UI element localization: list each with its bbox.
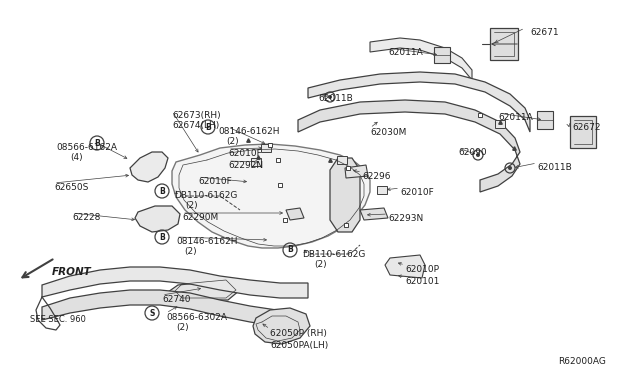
Polygon shape — [490, 28, 518, 60]
Polygon shape — [168, 280, 240, 300]
Text: 08146-6162H: 08146-6162H — [176, 237, 237, 246]
Bar — [495, 120, 505, 128]
Text: FRONT: FRONT — [52, 267, 92, 277]
Polygon shape — [253, 308, 310, 344]
Text: R62000AG: R62000AG — [558, 357, 606, 366]
Text: 62050PA(LH): 62050PA(LH) — [270, 341, 328, 350]
Bar — [261, 144, 271, 152]
Text: (4): (4) — [70, 153, 83, 162]
Text: 62050P (RH): 62050P (RH) — [270, 329, 327, 338]
Text: 62650S: 62650S — [54, 183, 88, 192]
Text: 62010F: 62010F — [198, 177, 232, 186]
Text: S: S — [149, 308, 155, 317]
Text: (2): (2) — [226, 137, 239, 146]
Polygon shape — [370, 38, 472, 80]
Polygon shape — [42, 290, 290, 328]
Polygon shape — [385, 255, 425, 278]
Polygon shape — [172, 144, 370, 248]
Polygon shape — [537, 111, 553, 129]
Text: 62011B: 62011B — [318, 94, 353, 103]
Polygon shape — [330, 158, 360, 232]
Text: 62292N: 62292N — [228, 161, 263, 170]
Text: 62010F: 62010F — [400, 188, 434, 197]
Text: 62010P: 62010P — [405, 265, 439, 274]
Text: (2): (2) — [176, 323, 189, 332]
Text: DB110-6162G: DB110-6162G — [302, 250, 365, 259]
Text: 62740: 62740 — [162, 295, 191, 304]
Polygon shape — [130, 152, 168, 182]
Text: 62228: 62228 — [72, 213, 100, 222]
Circle shape — [508, 166, 512, 170]
Text: (2): (2) — [314, 260, 326, 269]
Text: 62030M: 62030M — [370, 128, 406, 137]
Text: 62672: 62672 — [572, 123, 600, 132]
Circle shape — [328, 95, 332, 99]
Text: 08566-6302A: 08566-6302A — [166, 313, 227, 322]
Text: 62293N: 62293N — [388, 214, 423, 223]
Text: 62010F: 62010F — [228, 149, 262, 158]
Text: B: B — [159, 186, 165, 196]
Text: (2): (2) — [185, 201, 198, 210]
Text: 62671: 62671 — [530, 28, 559, 37]
Text: 62011B: 62011B — [537, 163, 572, 172]
Polygon shape — [434, 47, 450, 63]
Bar — [337, 156, 347, 164]
Text: B: B — [159, 232, 165, 241]
Text: 62296: 62296 — [362, 172, 390, 181]
Text: (2): (2) — [184, 247, 196, 256]
Text: 62011A: 62011A — [388, 48, 423, 57]
Text: 08566-6162A: 08566-6162A — [56, 143, 117, 152]
Text: SEE SEC. 960: SEE SEC. 960 — [30, 315, 86, 324]
Polygon shape — [135, 206, 180, 232]
Text: B: B — [94, 138, 100, 148]
Text: 62290M: 62290M — [182, 213, 218, 222]
Polygon shape — [298, 100, 520, 192]
Text: 620101: 620101 — [405, 277, 440, 286]
Bar — [377, 186, 387, 194]
Text: 62673(RH): 62673(RH) — [172, 111, 221, 120]
Polygon shape — [345, 165, 368, 178]
Text: DB110-6162G: DB110-6162G — [174, 191, 237, 200]
Circle shape — [476, 153, 480, 157]
Polygon shape — [286, 208, 304, 220]
Text: 62011A: 62011A — [498, 113, 532, 122]
Text: B: B — [205, 122, 211, 131]
Polygon shape — [42, 267, 308, 298]
Text: 08146-6162H: 08146-6162H — [218, 127, 280, 136]
Text: 62674(LH): 62674(LH) — [172, 121, 220, 130]
Bar — [251, 158, 261, 166]
Polygon shape — [360, 208, 388, 220]
Text: 62090: 62090 — [458, 148, 486, 157]
Text: B: B — [287, 246, 293, 254]
Polygon shape — [308, 72, 530, 132]
Polygon shape — [570, 116, 596, 148]
